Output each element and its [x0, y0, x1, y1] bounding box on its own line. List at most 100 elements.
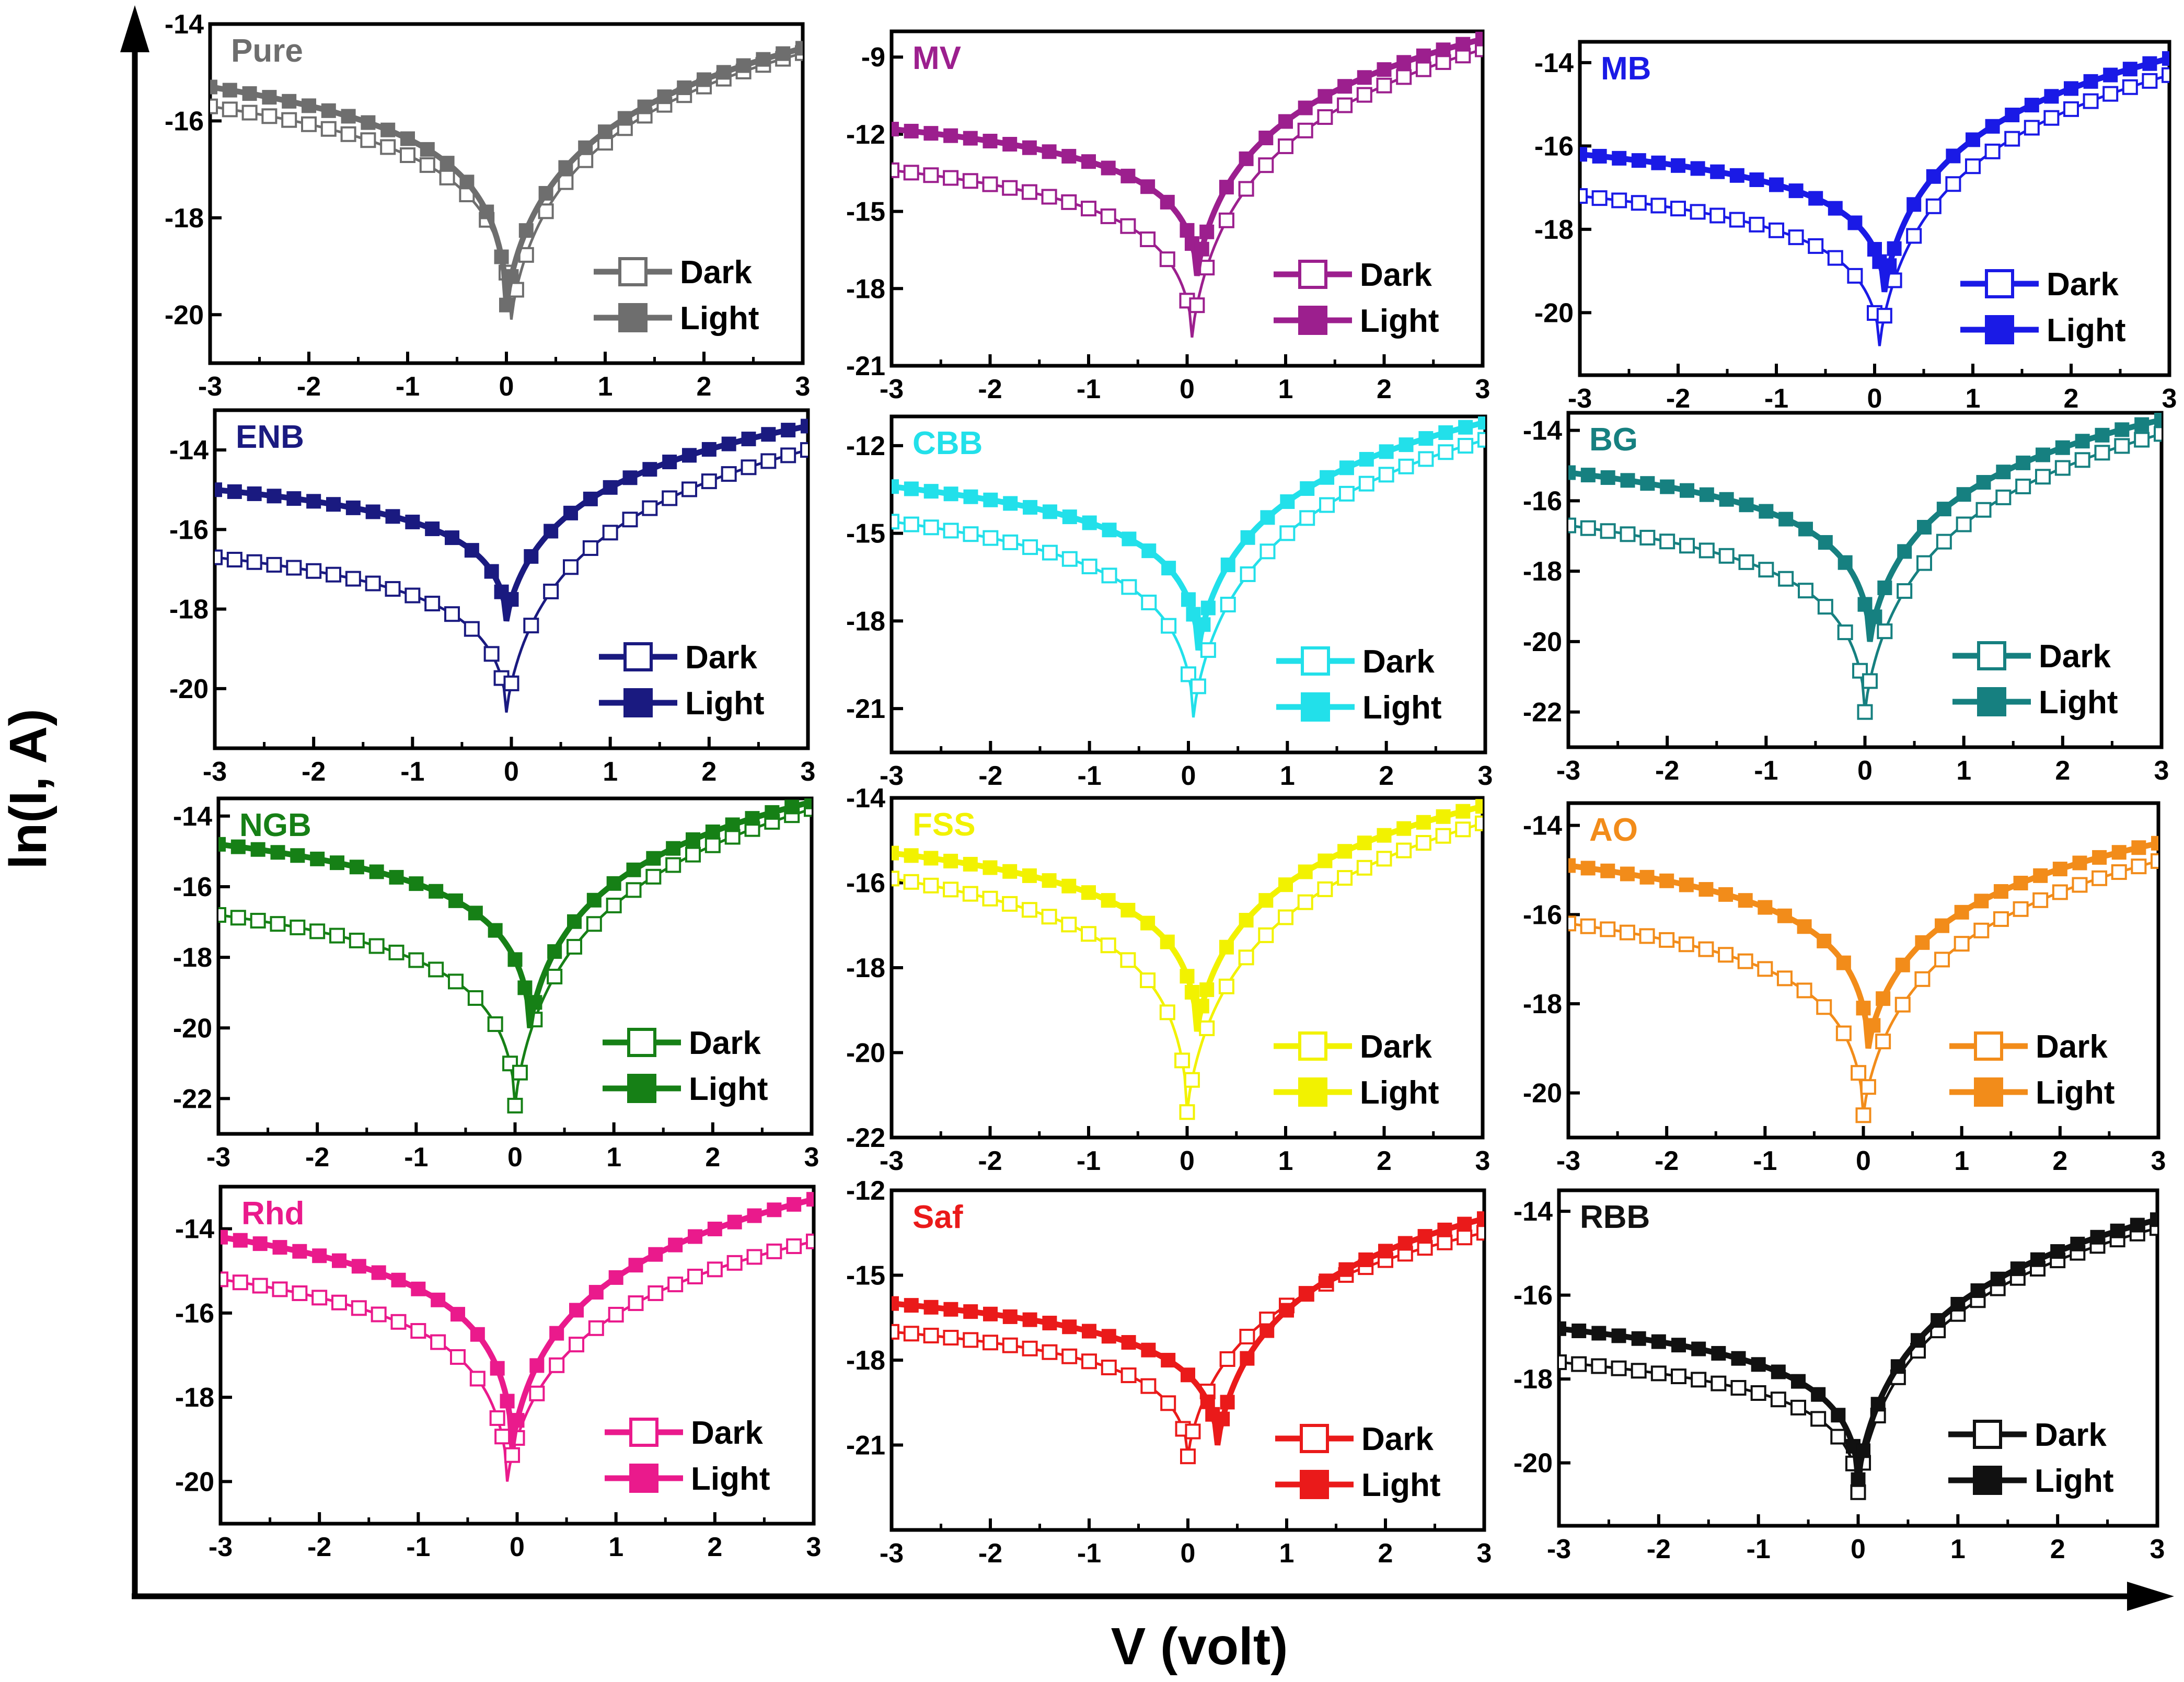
data-point	[892, 845, 899, 861]
data-point	[598, 124, 613, 140]
data-point	[1278, 877, 1293, 892]
data-point	[1620, 473, 1635, 488]
data-point	[2070, 1236, 2085, 1251]
data-point	[1580, 147, 1587, 162]
data-point	[1180, 1448, 1196, 1465]
legend-marker	[1301, 692, 1330, 722]
x-tick-label: 3	[804, 1142, 819, 1173]
data-point	[1778, 571, 1794, 587]
data-point	[1778, 512, 1794, 527]
data-point	[241, 105, 258, 121]
data-point	[361, 115, 376, 130]
data-point	[586, 916, 602, 932]
x-tick-label: 3	[1475, 1146, 1490, 1176]
data-point	[543, 583, 559, 599]
data-point	[1174, 1052, 1191, 1069]
x-tick-label: -3	[209, 1532, 233, 1562]
x-tick-label: -2	[1647, 1534, 1671, 1564]
data-point	[1738, 554, 1754, 570]
data-point	[1418, 431, 1434, 446]
x-tick-label: -3	[1568, 384, 1592, 414]
legend-label: Dark	[689, 1025, 761, 1061]
data-point	[2090, 1229, 2105, 1245]
panel-title: MV	[912, 40, 961, 76]
data-point	[705, 824, 720, 839]
x-tick-label: -1	[1077, 374, 1101, 404]
legend-label: Light	[2035, 1463, 2114, 1499]
data-point	[1818, 535, 1833, 550]
data-point	[1777, 908, 1792, 923]
x-tick-label: 1	[603, 757, 618, 787]
data-point	[756, 52, 771, 67]
data-point	[547, 968, 563, 984]
data-point	[1956, 516, 1972, 532]
legend-label: Light	[1362, 690, 1442, 726]
data-point	[1181, 666, 1196, 682]
legend-marker	[627, 1028, 656, 1057]
data-point	[1416, 815, 1431, 830]
data-point	[1974, 894, 1989, 909]
data-point	[1220, 1395, 1235, 1410]
global-y-label: ln(I, A)	[0, 709, 57, 869]
data-point	[1200, 642, 1216, 658]
data-point	[2150, 1212, 2157, 1227]
data-point	[1436, 42, 1451, 57]
data-point	[1240, 566, 1256, 582]
x-tick-label: 1	[1956, 756, 1971, 786]
data-point	[2083, 93, 2099, 109]
x-tick-label: 2	[705, 1142, 720, 1173]
data-point	[745, 811, 760, 826]
data-point	[464, 621, 480, 637]
data-point	[1140, 1378, 1157, 1394]
y-tick-label: -21	[846, 1431, 885, 1461]
data-point	[1317, 109, 1333, 125]
data-point	[1219, 180, 1234, 195]
data-point	[2024, 120, 2040, 136]
data-point	[1836, 955, 1851, 970]
data-point	[1041, 189, 1057, 205]
data-point	[1081, 201, 1096, 217]
x-tick-label: -2	[1666, 384, 1690, 414]
data-point	[1120, 1367, 1137, 1384]
data-point	[1671, 158, 1685, 173]
data-point	[1847, 268, 1863, 284]
data-point	[1993, 911, 2009, 927]
data-point	[310, 851, 325, 866]
data-point	[360, 132, 376, 148]
series-dark	[892, 1225, 1484, 1465]
data-point	[267, 489, 282, 504]
data-point	[1698, 882, 1714, 897]
data-point	[781, 423, 796, 438]
data-point	[1122, 531, 1137, 547]
y-tick-label: -18	[169, 595, 209, 625]
data-point	[588, 1285, 604, 1300]
data-point	[1438, 425, 1453, 440]
data-point	[326, 497, 341, 512]
data-point	[1021, 184, 1037, 200]
data-point	[329, 927, 345, 944]
data-point	[1042, 504, 1057, 519]
data-point	[419, 157, 435, 173]
data-point	[558, 174, 574, 190]
data-point	[983, 530, 999, 546]
data-point	[1678, 936, 1694, 953]
x-tick-label: 3	[1475, 374, 1490, 404]
data-point	[210, 98, 218, 114]
y-tick-label: -20	[165, 300, 204, 330]
data-point	[1200, 1394, 1215, 1409]
data-point	[1620, 526, 1636, 542]
data-point	[1399, 437, 1414, 453]
data-point	[1298, 864, 1313, 879]
data-point	[221, 1229, 228, 1245]
data-point	[312, 1248, 327, 1263]
data-point	[1758, 900, 1773, 915]
data-point	[1194, 999, 1209, 1014]
data-point	[1671, 1338, 1686, 1353]
panel-title: Saf	[912, 1199, 963, 1235]
y-tick-label: -16	[173, 872, 212, 902]
data-point	[1476, 1225, 1484, 1241]
data-point	[424, 596, 441, 612]
y-tick-label: -12	[846, 431, 885, 461]
x-tick-label: -2	[302, 757, 326, 787]
data-point	[2162, 51, 2169, 66]
